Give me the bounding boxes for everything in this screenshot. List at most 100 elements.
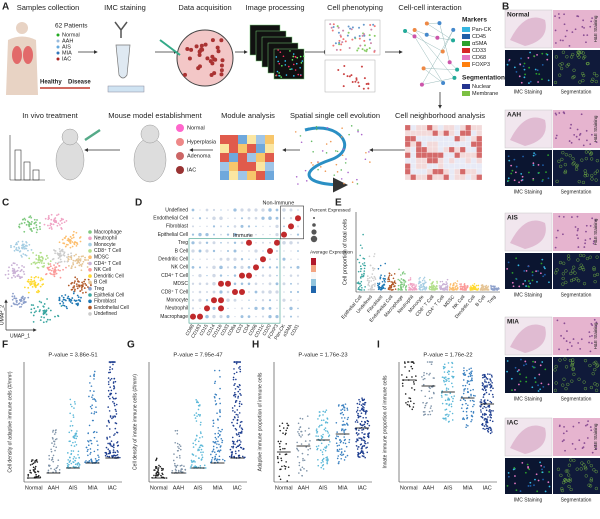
swarm-dot xyxy=(115,403,118,406)
swarm-dot xyxy=(58,468,61,471)
module-cell xyxy=(220,153,229,162)
swarm-dot xyxy=(238,405,241,408)
swarm-dot xyxy=(76,462,79,465)
heat-cell xyxy=(415,124,422,131)
network-node xyxy=(452,75,457,80)
swarm-dot xyxy=(443,380,446,383)
swarm-dot xyxy=(72,414,75,416)
dot xyxy=(274,239,280,246)
swarm-dot xyxy=(328,434,331,436)
swarm-dot xyxy=(191,453,194,455)
dot xyxy=(212,306,216,310)
heat-cell xyxy=(476,146,483,153)
swarm-dot xyxy=(412,381,415,383)
swarm-dot xyxy=(409,405,411,408)
human-body xyxy=(6,36,38,95)
swarm-dot xyxy=(355,428,358,431)
network-node xyxy=(437,21,442,26)
heat-cell xyxy=(421,135,428,142)
swarm-dot xyxy=(316,430,319,433)
strip-dot xyxy=(497,288,499,290)
imc-signal xyxy=(506,63,509,66)
umap-dot xyxy=(13,303,16,306)
swarm-dot xyxy=(401,374,403,376)
swarm-dot xyxy=(325,421,327,423)
seg-cell xyxy=(586,61,590,66)
module-cell xyxy=(238,171,247,180)
umap-dot xyxy=(15,242,18,244)
step-label: Mouse model establishment xyxy=(108,111,202,120)
umap-dot xyxy=(75,299,78,302)
swarm-dot xyxy=(336,431,338,433)
dot xyxy=(219,225,223,228)
swarm-dot xyxy=(341,424,344,426)
imc-signal xyxy=(516,370,519,373)
heat-cell xyxy=(476,168,483,175)
swarm-dot xyxy=(408,397,410,399)
umap-dot xyxy=(78,264,81,267)
swarm-dot xyxy=(363,436,366,439)
umap-dot xyxy=(43,223,46,226)
dot xyxy=(234,307,236,310)
swarm-dot xyxy=(112,415,114,418)
seg-cell xyxy=(576,53,580,57)
strip-dot xyxy=(361,263,364,265)
panel-letter: F xyxy=(2,340,8,351)
umap-dot xyxy=(31,280,34,283)
imc-signal xyxy=(507,179,510,182)
he-label: H&E Staining xyxy=(593,322,598,349)
dot xyxy=(212,273,216,278)
swarm-dot xyxy=(106,425,108,427)
swarm-dot xyxy=(335,421,338,424)
swarm-dot xyxy=(359,400,361,403)
he-nucleus xyxy=(592,240,595,243)
swarm-dot xyxy=(301,466,304,469)
strip-dot xyxy=(460,283,463,285)
imc-signal xyxy=(513,179,516,182)
strip-dot xyxy=(374,277,376,279)
swarm-dot xyxy=(233,455,235,458)
signal-dot xyxy=(292,53,295,55)
network-edge xyxy=(414,36,444,84)
strip-dot xyxy=(411,284,414,287)
seg-cell xyxy=(583,387,588,391)
seg-cell xyxy=(576,258,580,262)
dot xyxy=(197,313,203,320)
umap-dot xyxy=(52,273,54,276)
column-label: CD14 xyxy=(205,323,216,337)
seg-cell xyxy=(593,280,597,284)
strip-dot xyxy=(441,288,444,291)
umap-dot xyxy=(13,268,16,271)
tsne-dot xyxy=(373,34,376,37)
swarm-dot xyxy=(75,437,78,440)
swarm-dot xyxy=(177,469,180,472)
swarm-dot xyxy=(50,450,53,453)
strip-dot xyxy=(484,286,487,289)
heat-cell xyxy=(465,124,472,131)
swarm-dot xyxy=(109,371,112,374)
swarm-dot xyxy=(109,397,111,400)
swarm-dot xyxy=(409,400,412,403)
strip-dot xyxy=(405,285,408,287)
umap-dot xyxy=(42,309,45,312)
swarm-dot xyxy=(445,408,448,411)
swarm-dot xyxy=(194,461,196,463)
swarm-dot xyxy=(212,419,214,422)
swarm-dot xyxy=(107,452,110,455)
swarm-dot xyxy=(340,457,343,460)
swarm-dot xyxy=(469,399,472,402)
swarm-dot xyxy=(322,468,325,470)
x-tick-label: IAC xyxy=(233,485,242,491)
swarm-dot xyxy=(284,433,287,436)
heat-cell xyxy=(432,163,439,170)
imc-signal xyxy=(548,281,550,284)
swarm-dot xyxy=(444,409,447,411)
swarm-dot xyxy=(358,429,360,432)
imc-signal xyxy=(511,271,514,274)
umap-dot xyxy=(17,240,20,243)
dot xyxy=(241,299,243,301)
swarm-dot xyxy=(363,410,365,413)
signal-dot xyxy=(277,60,279,63)
swarm-dot xyxy=(202,451,204,453)
swarm-dot xyxy=(485,423,487,426)
